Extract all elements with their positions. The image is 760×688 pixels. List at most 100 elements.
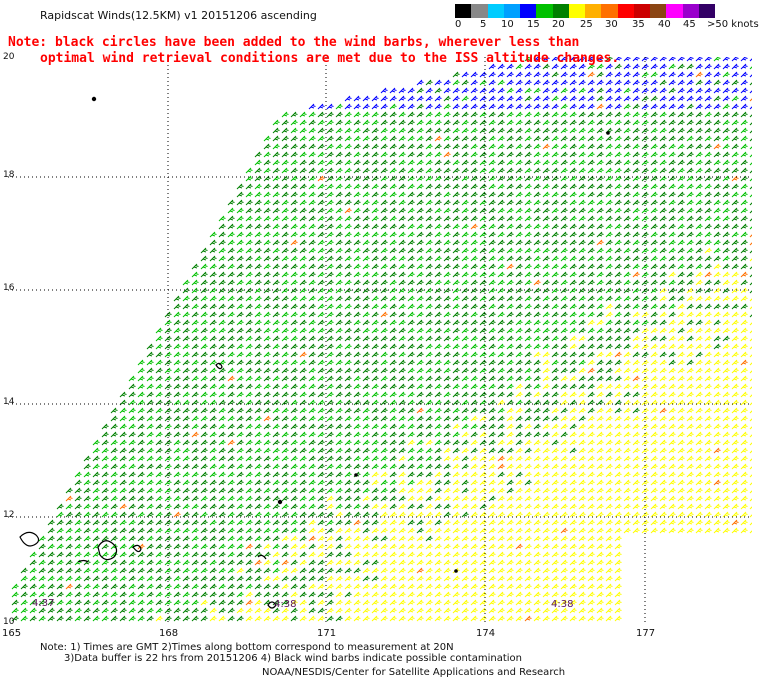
wind-barb	[695, 503, 703, 510]
wind-barb	[191, 479, 199, 486]
wind-barb	[605, 399, 613, 406]
wind-barb	[434, 391, 442, 398]
wind-barb	[587, 167, 595, 174]
wind-barb	[218, 383, 226, 390]
wind-barb	[569, 135, 577, 142]
wind-barb	[110, 439, 118, 446]
wind-barb	[398, 383, 406, 390]
wind-barb	[281, 399, 289, 406]
wind-barb	[461, 95, 469, 102]
wind-barb	[605, 359, 613, 366]
wind-barb	[101, 615, 109, 622]
wind-barb	[749, 410, 752, 414]
wind-barb	[317, 263, 325, 270]
wind-barb	[524, 511, 532, 518]
wind-barb	[479, 503, 487, 510]
wind-barb	[452, 175, 460, 182]
wind-barb	[344, 279, 352, 286]
wind-barb	[578, 167, 586, 174]
wind-barb	[299, 495, 307, 502]
wind-barb	[641, 311, 649, 318]
wind-barb	[371, 183, 379, 190]
wind-barb	[686, 463, 694, 470]
wind-barb	[425, 135, 433, 142]
wind-barb	[344, 303, 352, 310]
wind-barb	[461, 519, 469, 526]
wind-barb	[263, 407, 271, 414]
wind-barb	[461, 463, 469, 470]
wind-barb	[200, 479, 208, 486]
wind-barb	[560, 511, 568, 518]
wind-barb	[308, 559, 316, 566]
wind-barb	[128, 407, 136, 414]
wind-barb	[272, 439, 280, 446]
wind-barb	[713, 159, 721, 166]
wind-barb	[101, 559, 109, 566]
wind-barb	[506, 295, 514, 302]
wind-barb	[182, 279, 190, 286]
wind-barb	[335, 383, 343, 390]
wind-barb	[389, 535, 397, 542]
wind-barb	[461, 119, 469, 126]
wind-barb	[704, 135, 712, 142]
wind-barb	[488, 311, 496, 318]
wind-barb	[380, 583, 388, 590]
wind-barb	[263, 327, 271, 334]
wind-barb	[740, 255, 748, 262]
wind-barb	[524, 351, 532, 358]
wind-barb	[416, 263, 424, 270]
wind-barb	[371, 463, 379, 470]
wind-barb	[362, 447, 370, 454]
wind-barb	[272, 583, 280, 590]
wind-barb	[308, 175, 316, 182]
wind-barb	[299, 543, 307, 550]
wind-barb	[713, 175, 721, 182]
wind-barb	[479, 263, 487, 270]
wind-barb	[461, 383, 469, 390]
wind-barb	[263, 367, 271, 374]
wind-barb	[524, 543, 532, 550]
wind-barb	[425, 103, 433, 110]
wind-barb	[191, 543, 199, 550]
wind-barb	[551, 487, 559, 494]
wind-barb	[686, 119, 694, 126]
wind-barb	[362, 311, 370, 318]
wind-barb	[569, 57, 577, 62]
wind-barb	[479, 79, 487, 86]
wind-barb	[641, 151, 649, 158]
wind-barb	[443, 247, 451, 254]
wind-barb	[173, 583, 181, 590]
wind-barb	[362, 111, 370, 118]
wind-barb	[335, 607, 343, 614]
wind-barb	[749, 290, 752, 294]
wind-barb	[668, 103, 676, 110]
wind-barb	[227, 263, 235, 270]
wind-barb	[515, 207, 523, 214]
wind-barb	[119, 487, 127, 494]
wind-barb	[515, 431, 523, 438]
wind-barb	[299, 503, 307, 510]
wind-barb	[605, 111, 613, 118]
wind-barb	[605, 183, 613, 190]
wind-barb	[272, 159, 280, 166]
wind-barb	[380, 159, 388, 166]
wind-barb	[371, 327, 379, 334]
wind-barb	[623, 57, 631, 62]
wind-barb	[47, 583, 55, 590]
wind-barb	[434, 175, 442, 182]
wind-barb	[596, 255, 604, 262]
wind-barb	[623, 143, 631, 150]
wind-barb	[425, 255, 433, 262]
wind-barb	[272, 447, 280, 454]
wind-barb	[677, 479, 685, 486]
wind-barb	[596, 87, 604, 94]
wind-barb	[443, 479, 451, 486]
wind-barb	[416, 607, 424, 614]
wind-barb	[173, 351, 181, 358]
wind-barb	[506, 271, 514, 278]
wind-barb	[740, 455, 748, 462]
wind-barb	[380, 263, 388, 270]
wind-barb	[506, 103, 514, 110]
wind-barb	[533, 143, 541, 150]
wind-barb	[659, 119, 667, 126]
